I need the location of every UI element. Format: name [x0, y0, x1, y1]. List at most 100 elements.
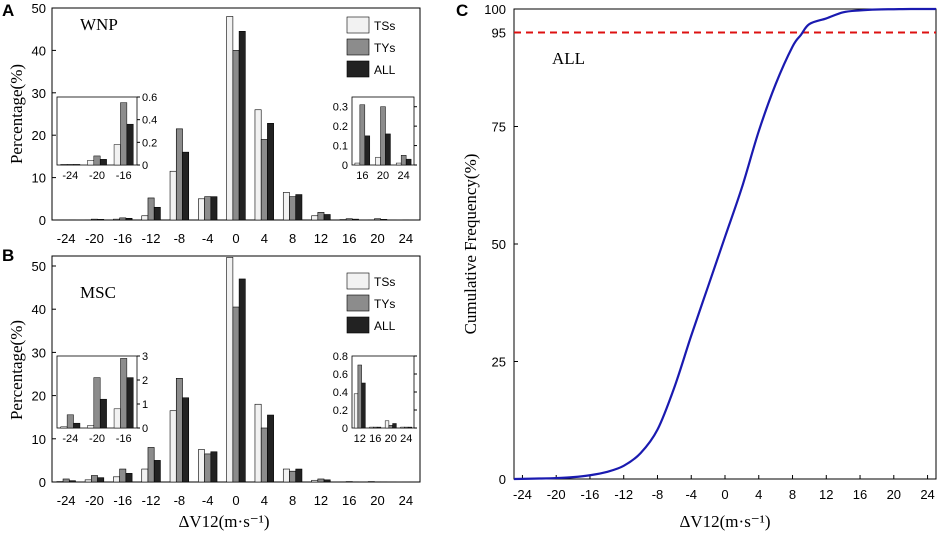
bar-b-all-12 [323, 479, 331, 483]
legend-label-tys: TYs [374, 297, 395, 311]
xtick-label-c: -4 [685, 487, 697, 502]
bar-a-tys-0 [232, 50, 240, 221]
inset-bar [93, 377, 101, 429]
xtick-label-c: 16 [853, 487, 867, 502]
cumulative-curve [513, 7, 937, 481]
xtick-label: 8 [289, 231, 296, 246]
xtick-label-c: -16 [581, 487, 600, 502]
inset-bar [93, 155, 101, 166]
inset-right-a: 16 20 24 0 0.1 0.2 0.3 [333, 96, 417, 182]
legend-swatch-tys [346, 294, 370, 312]
legend-label-tys: TYs [374, 41, 395, 55]
xtick-label: -20 [85, 493, 104, 508]
inset-bar [404, 426, 409, 429]
inset-xtick: 20 [385, 433, 397, 445]
inset-bar [126, 377, 134, 429]
inset-xtick: 16 [356, 170, 368, 182]
xtick-label: 24 [399, 231, 413, 246]
bar-a-tys-8 [289, 196, 297, 221]
xtick-label-c: -8 [652, 487, 664, 502]
bars-a [56, 16, 416, 221]
ytick-label-c: 50 [492, 237, 506, 252]
inset-xtick: -24 [62, 433, 78, 445]
bar-b-tys--24 [62, 478, 70, 483]
xtick-label: -12 [142, 231, 161, 246]
inset-ytick-label: 0.2 [333, 121, 348, 133]
legend-swatch-tss [346, 16, 370, 34]
panel-label-c: C [456, 1, 468, 20]
ytick-label-c: 25 [492, 355, 506, 370]
legend-swatch-all [346, 316, 370, 334]
ytick-label: 40 [32, 43, 46, 58]
plot-frame-c [513, 8, 937, 480]
xtick-label: 20 [370, 231, 384, 246]
bar-b-tys--20 [91, 475, 98, 483]
xtick-label: 0 [232, 493, 239, 508]
ticks-c: -24 -20 -16 -12 -8 -4 0 4 8 12 16 20 24 0 25 50 75 95 100 [484, 2, 934, 502]
inset-bar [87, 160, 95, 166]
inset-ytick-label: 0 [342, 160, 348, 172]
inset-bar [353, 393, 359, 429]
legend-swatch-all [346, 60, 370, 78]
bar-b-all-0 [238, 278, 246, 483]
xticks-b: -24 -20 -16 -12 -8 -4 0 4 8 12 16 20 24 [57, 493, 413, 508]
inset-ytick-label: 0.3 [333, 102, 348, 114]
bar-a-tss-8 [282, 192, 290, 221]
xtick-label: -24 [57, 231, 76, 246]
bar-b-tys-0 [232, 306, 240, 483]
inset-bar [388, 425, 393, 429]
legend-label-all: ALL [374, 319, 396, 333]
legend-label-tss: TSs [374, 275, 395, 289]
inset-ytick-label: 0 [342, 423, 348, 435]
inset-ytick-label: 0.2 [333, 405, 348, 417]
inset-ytick-label: 0 [142, 160, 148, 172]
inset-bar [113, 144, 121, 166]
panel-label-b: B [2, 246, 14, 265]
xtick-label: 8 [289, 493, 296, 508]
inset-bar [357, 364, 362, 429]
xtick-label: -16 [113, 493, 132, 508]
yticks-b: 0 10 20 30 40 50 [32, 259, 56, 490]
bar-a-tys--4 [204, 196, 212, 221]
xtick-label: -12 [142, 493, 161, 508]
legend-a: TSs TYs ALL [346, 16, 396, 78]
bar-a-tys-20 [374, 218, 381, 221]
inset-bar [364, 135, 371, 166]
ytick-label: 20 [32, 128, 46, 143]
inset-bar [373, 426, 378, 429]
bar-b-tys-12 [317, 478, 325, 483]
bar-b-all-8 [295, 468, 303, 483]
inset-bar [99, 398, 107, 429]
bar-a-tys--8 [175, 128, 183, 221]
bar-b-tss--12 [141, 468, 149, 483]
bars-b [56, 257, 416, 483]
inset-ytick-label: 1 [142, 399, 148, 411]
bar-a-all--20 [97, 219, 105, 221]
inset-bar [380, 106, 386, 166]
xtick-label-c: 8 [789, 487, 796, 502]
ytick-label: 40 [32, 302, 46, 317]
legend-b: TSs TYs ALL [346, 272, 396, 334]
bar-b-all--12 [153, 460, 161, 483]
inset-bar [359, 104, 366, 166]
inset-bar [369, 426, 374, 429]
bar-b-all-4 [267, 414, 274, 483]
ytick-label-c: 95 [492, 26, 506, 41]
bar-b-tys--12 [147, 447, 155, 483]
bar-a-all-16 [352, 218, 359, 221]
bar-b-tss--16 [113, 476, 120, 483]
ylabel-b: Percentage(%) [7, 320, 26, 420]
ytick-label-c: 75 [492, 120, 506, 135]
ytick-label: 30 [32, 86, 46, 101]
xtick-label-c: -20 [547, 487, 566, 502]
bar-b-all--24 [68, 480, 76, 483]
legend-label-all: ALL [374, 63, 396, 77]
inset-left-a: -24 -20 -16 0 0.2 0.4 0.6 [56, 92, 157, 182]
xtick-label: -20 [85, 231, 104, 246]
inset-ytick-label: 2 [142, 375, 148, 387]
xtick-label-c: 12 [819, 487, 833, 502]
legend-swatch-tss [346, 272, 370, 290]
xtick-label: -4 [202, 231, 214, 246]
